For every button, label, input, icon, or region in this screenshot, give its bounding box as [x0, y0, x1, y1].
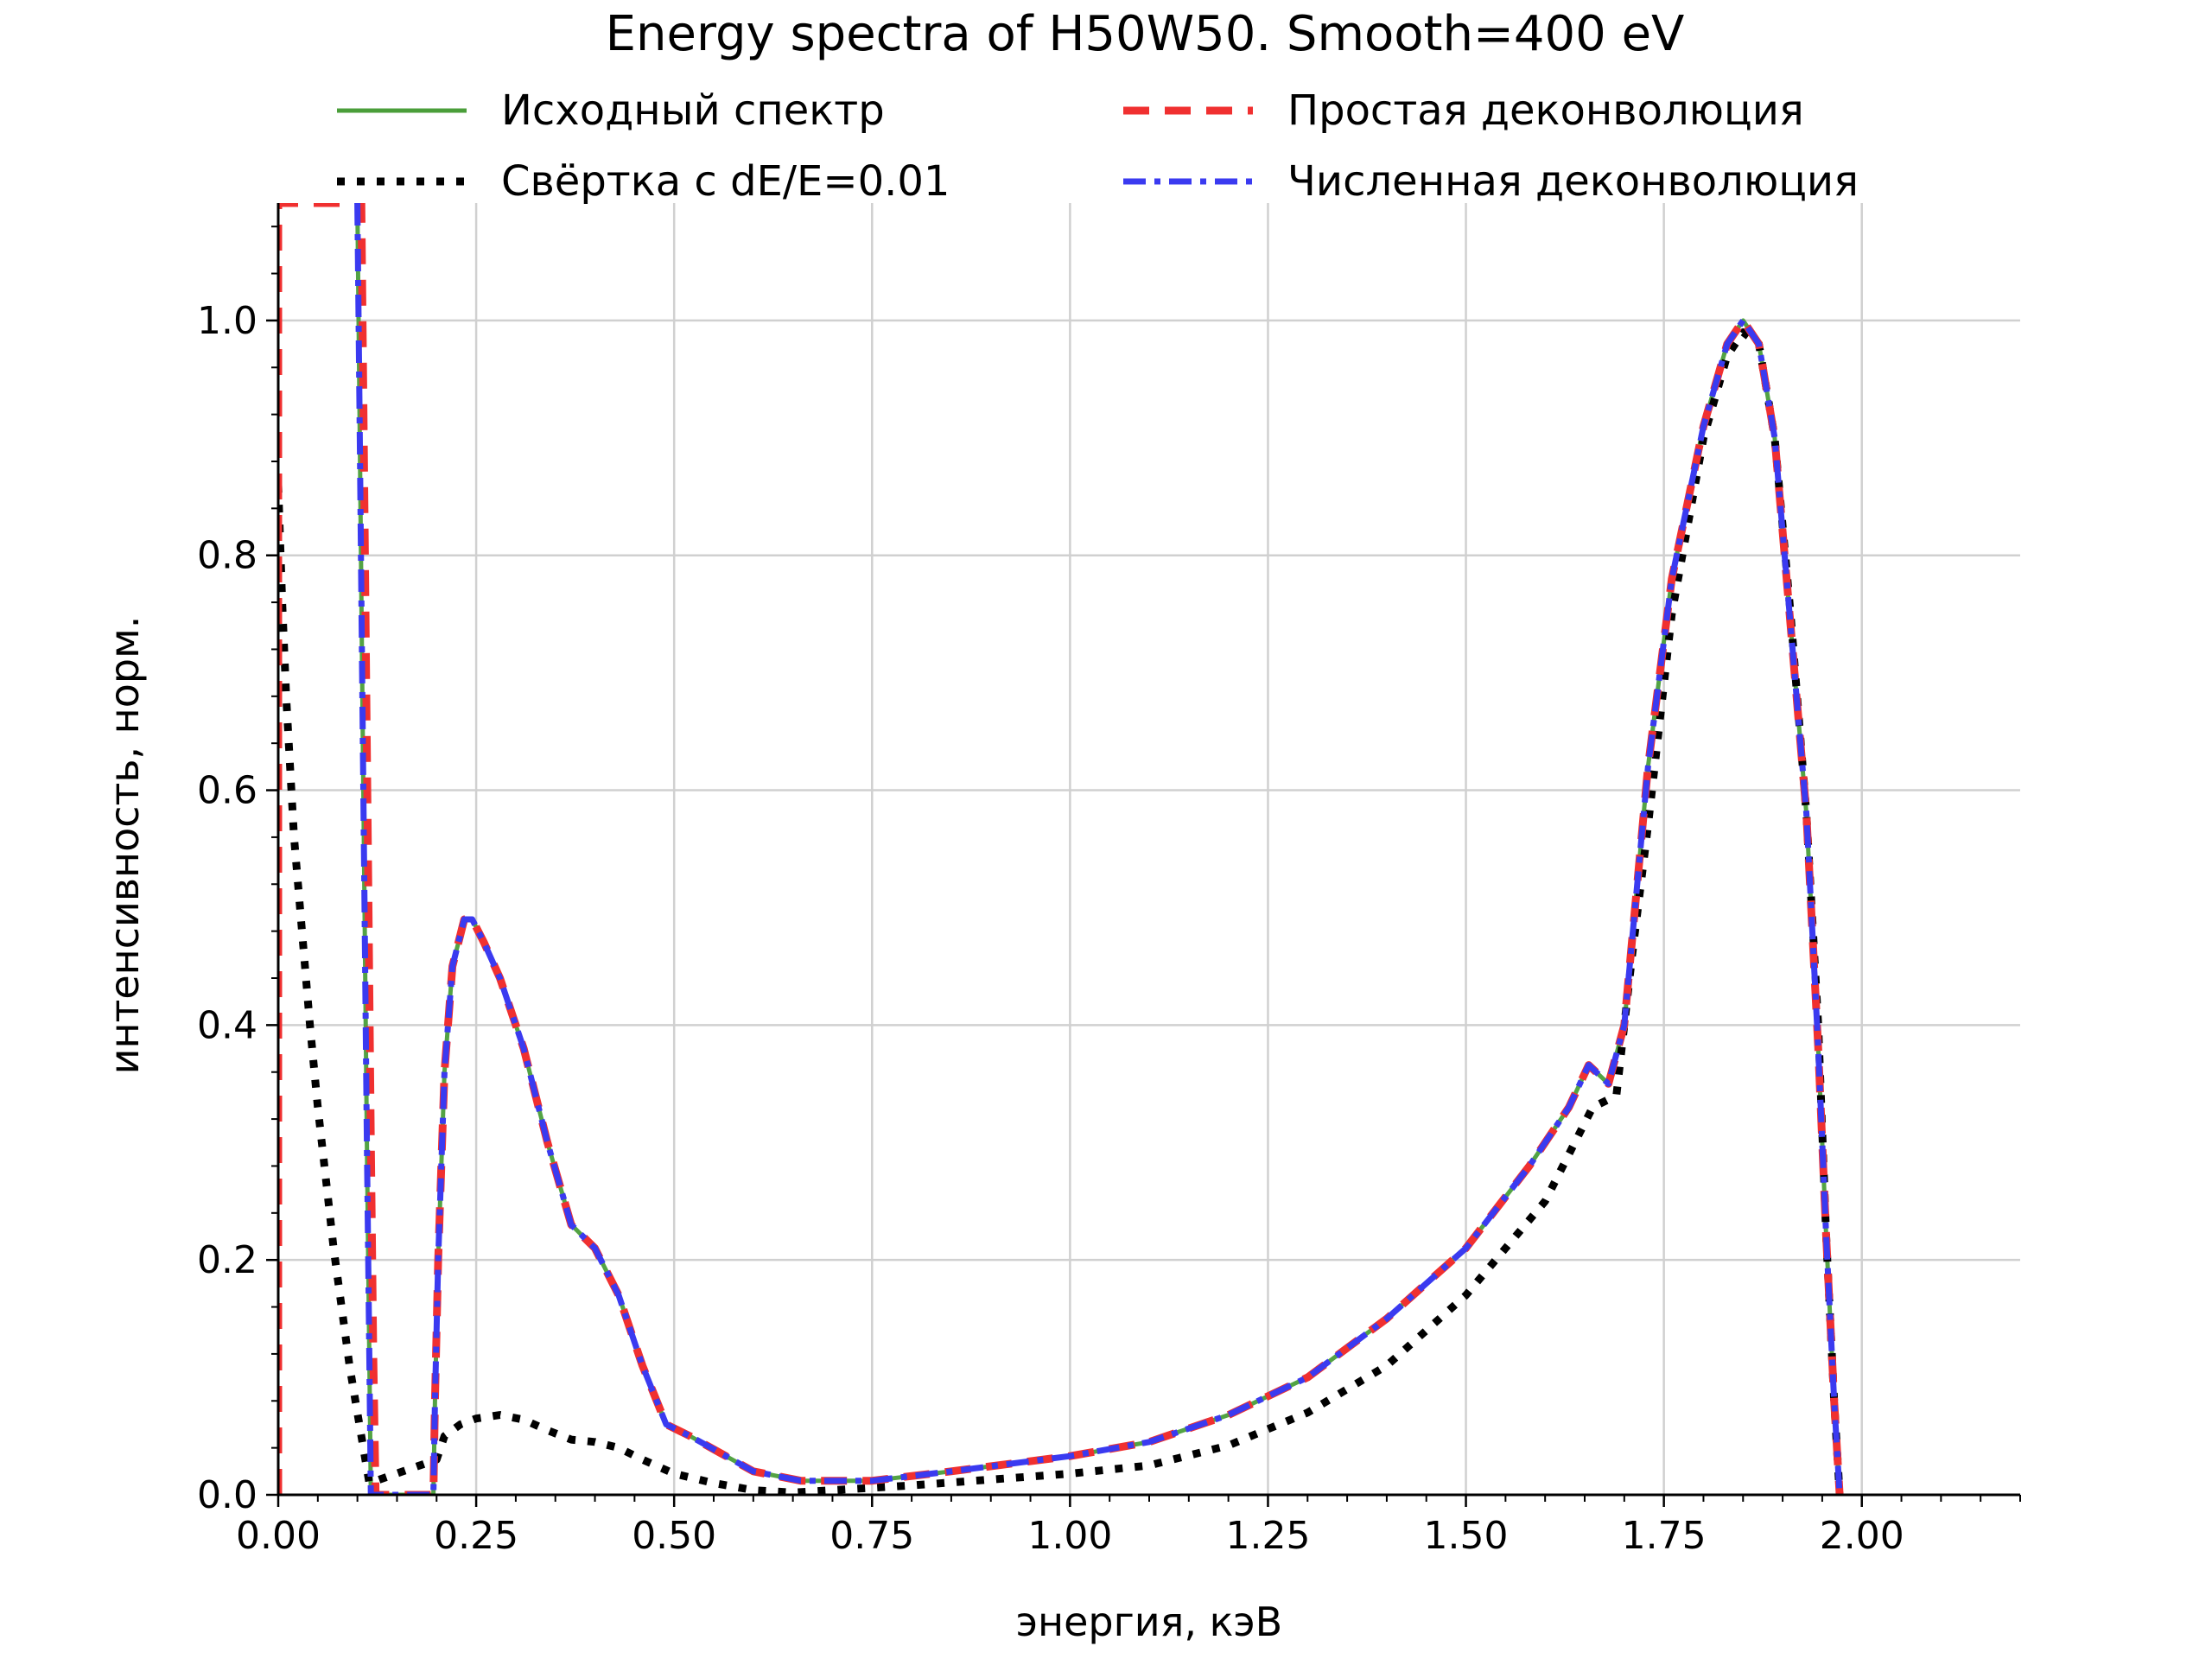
x-tick-label: 1.75: [1622, 1514, 1707, 1558]
grid-lines: [276, 203, 2020, 1497]
legend-label-0: Исходный спектр: [501, 86, 885, 135]
series-line-3: [354, 203, 1843, 1495]
x-axis-ticks: 0.00 0.25 0.50 0.75 1.00 1.25 1.50 1.75 2.00: [236, 1495, 2021, 1558]
x-tick-label: 2.00: [1820, 1514, 1904, 1558]
x-tick-label: 1.00: [1027, 1514, 1112, 1558]
y-tick-label: 1.0: [197, 299, 257, 343]
y-axis-ticks: 0.0 0.2 0.4 0.6 0.8 1.0: [197, 226, 278, 1517]
legend-label-3: Численная деконволюция: [1287, 157, 1859, 206]
chart-title: Energy spectra of H50W50. Smooth=400 eV: [606, 6, 1685, 62]
x-tick-label: 0.50: [632, 1514, 716, 1558]
x-tick-label: 0.75: [830, 1514, 914, 1558]
legend-label-2: Свёртка с dE/E=0.01: [501, 157, 950, 206]
x-tick-label: 0.00: [236, 1514, 321, 1558]
y-tick-label: 0.2: [197, 1238, 257, 1282]
y-axis-label: интенсивность, норм.: [101, 616, 148, 1075]
legend-label-1: Простая деконволюция: [1287, 86, 1804, 135]
y-tick-label: 0.0: [197, 1473, 257, 1517]
x-tick-label: 0.25: [434, 1514, 518, 1558]
series-line-1: [278, 203, 1844, 1495]
series-line-2: [278, 328, 1844, 1495]
x-tick-label: 1.25: [1225, 1514, 1310, 1558]
y-tick-label: 0.6: [197, 769, 257, 813]
y-tick-label: 0.4: [197, 1003, 257, 1047]
legend: Исходный спектр Свёртка с dE/E=0.01 Проста…: [337, 86, 1859, 206]
x-axis-label: энергия, кэВ: [1016, 1599, 1282, 1645]
x-tick-label: 1.50: [1424, 1514, 1509, 1558]
y-tick-label: 0.8: [197, 534, 257, 578]
series-layer: [278, 203, 1844, 1495]
